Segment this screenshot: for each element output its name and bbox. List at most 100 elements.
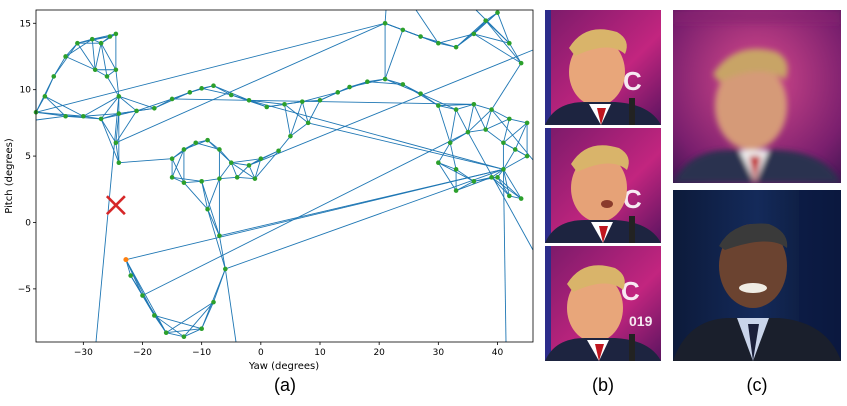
mesh-edge xyxy=(183,182,208,210)
data-point xyxy=(199,326,204,332)
mesh-edge xyxy=(201,178,220,182)
data-point xyxy=(317,98,323,103)
mesh-edge xyxy=(166,328,202,334)
data-point xyxy=(471,31,477,37)
data-point xyxy=(447,140,453,146)
mesh-edge xyxy=(83,115,102,120)
data-point xyxy=(199,86,204,91)
mesh-edge xyxy=(35,111,84,117)
data-point xyxy=(453,167,459,172)
frame-c-2 xyxy=(673,190,841,361)
mesh-long-edge xyxy=(248,99,504,170)
mesh-edge xyxy=(100,118,117,144)
data-point xyxy=(436,160,441,166)
mesh-border-edge xyxy=(224,268,237,343)
svg-text:019: 019 xyxy=(629,313,653,329)
data-point xyxy=(134,108,139,114)
mesh-edge xyxy=(201,181,209,210)
data-point xyxy=(169,175,175,180)
mesh-edge xyxy=(248,165,256,179)
data-point xyxy=(524,120,530,126)
mesh-edge xyxy=(92,33,116,40)
mesh-edge xyxy=(65,56,96,71)
mesh-edge xyxy=(455,103,474,111)
mesh-edge xyxy=(485,109,493,130)
mesh-edge xyxy=(166,332,185,338)
data-point xyxy=(418,34,423,39)
data-point xyxy=(205,206,210,212)
mesh-edge xyxy=(467,109,492,133)
data-point xyxy=(483,18,488,23)
data-point xyxy=(501,167,506,172)
mesh-edge xyxy=(284,104,291,137)
mesh-edge xyxy=(77,42,96,71)
mesh-edge xyxy=(503,149,516,170)
mesh-edge xyxy=(437,162,457,191)
mesh-edge xyxy=(420,93,457,111)
data-point xyxy=(418,91,423,96)
mesh-edge xyxy=(503,155,528,170)
x-ticks: −30 −20 −10 0 10 20 30 40 xyxy=(74,342,504,358)
mesh-edge xyxy=(83,113,119,117)
caption-b: (b) xyxy=(592,375,614,395)
mesh-long-edge xyxy=(115,22,386,144)
mesh-edge xyxy=(509,118,528,124)
y-tick-label: 15 xyxy=(20,19,31,29)
mesh-edge xyxy=(467,129,486,133)
mesh-edge xyxy=(503,122,528,144)
data-point xyxy=(489,175,494,180)
data-point xyxy=(51,74,57,79)
y-tick-label: 10 xyxy=(20,86,32,96)
mesh-border-edge xyxy=(502,169,507,343)
x-tick-label: 30 xyxy=(433,348,445,358)
data-point xyxy=(305,120,311,126)
mesh-edge xyxy=(289,101,303,137)
mesh-edge xyxy=(438,42,457,48)
data-point xyxy=(205,137,210,143)
data-point xyxy=(113,140,119,146)
mesh-border-edge xyxy=(475,9,510,44)
data-point xyxy=(217,233,222,239)
data-point xyxy=(116,94,122,99)
x-tick-label: 0 xyxy=(258,348,264,358)
data-point xyxy=(495,10,500,15)
mesh-edge xyxy=(236,165,250,178)
mesh-edge xyxy=(94,43,102,70)
data-point xyxy=(181,180,187,185)
mesh-edge xyxy=(207,209,226,270)
y-tick-label: 0 xyxy=(25,218,31,228)
data-point xyxy=(252,176,258,181)
x-axis-label: Yaw (degrees) xyxy=(248,361,319,372)
data-point xyxy=(107,34,113,39)
plot-frame xyxy=(35,9,534,343)
x-marker-stroke xyxy=(105,195,126,216)
mesh-long-edge xyxy=(225,168,504,270)
data-point xyxy=(211,83,216,88)
mesh-long-edge xyxy=(308,122,504,170)
mesh-edge xyxy=(91,39,96,70)
data-point xyxy=(63,54,68,59)
frame-b-1: C xyxy=(545,10,661,125)
mesh-points xyxy=(33,10,530,339)
mesh-long-edge xyxy=(35,22,386,113)
mesh-edge xyxy=(473,104,487,130)
mesh-edge xyxy=(455,109,469,133)
data-point xyxy=(163,330,169,336)
mesh-edge xyxy=(154,315,185,338)
data-point xyxy=(483,127,488,132)
data-point xyxy=(453,107,459,112)
mesh-edge xyxy=(290,122,309,137)
data-point xyxy=(92,67,98,73)
data-point xyxy=(524,153,530,159)
data-point xyxy=(276,148,281,154)
query-marker xyxy=(105,195,126,216)
data-point xyxy=(335,90,341,95)
mesh-edge xyxy=(53,42,78,77)
data-point xyxy=(436,103,441,108)
data-point xyxy=(518,196,524,201)
data-point xyxy=(211,299,216,305)
mesh-edge xyxy=(437,105,451,143)
x-tick-label: 40 xyxy=(492,348,504,358)
data-point xyxy=(282,101,287,107)
data-point xyxy=(453,188,459,193)
